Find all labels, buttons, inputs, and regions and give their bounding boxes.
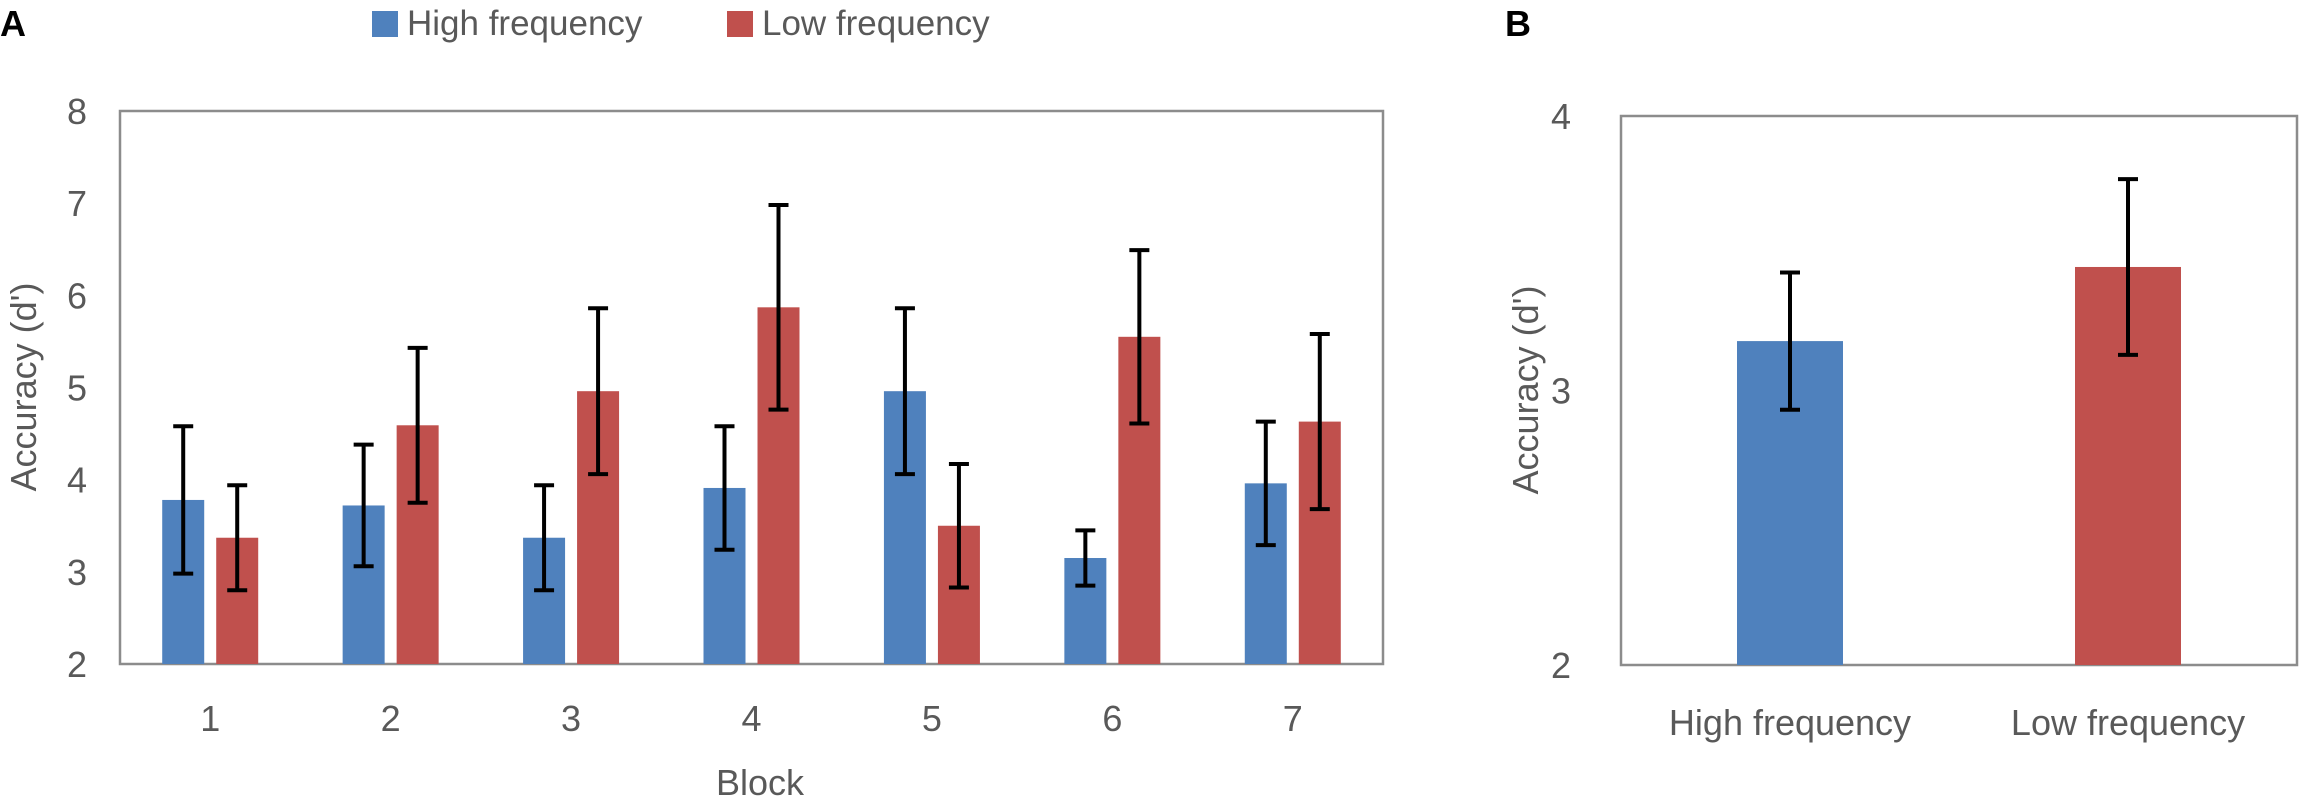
chart-a-error-bar-low (948, 461, 969, 590)
chart-b-error-bar-low (2118, 177, 2138, 357)
chart-a-y-tick-label: 2 (67, 644, 87, 685)
chart-a-y-axis-title: Accuracy (d') (3, 283, 44, 492)
chart-b-y-tick-label: 4 (1551, 96, 1571, 137)
panel-label-b: B (1505, 3, 1531, 44)
legend-swatch-low (727, 11, 753, 37)
chart-b-error-bar-high (1780, 270, 1800, 412)
chart-b-x-tick-label: Low frequency (2011, 702, 2245, 743)
chart-a-x-tick-label: 6 (1102, 698, 1122, 739)
chart-a-x-tick-label: 2 (381, 698, 401, 739)
chart-a-y-tick-label: 7 (67, 183, 87, 224)
chart-a-error-bar-low (768, 203, 789, 412)
chart-a-x-tick-label: 5 (922, 698, 942, 739)
chart-a-y-tick-label: 8 (67, 91, 87, 132)
chart-a-plot-area (118, 109, 1385, 666)
chart-a-y-tick-label: 4 (67, 460, 87, 501)
chart-b-plot-area (1619, 114, 2299, 667)
legend-label-high: High frequency (407, 4, 643, 43)
chart-a-error-bar-high (714, 424, 735, 552)
chart-a-y-tick-label: 5 (67, 368, 87, 409)
chart-a-error-bar-low (407, 345, 428, 505)
chart-a-error-bar-high (534, 483, 555, 593)
legend: High frequency Low frequency (372, 4, 990, 43)
chart-b-y-axis-title: Accuracy (d') (1505, 286, 1546, 495)
chart-a-error-bar-high (1075, 528, 1096, 588)
chart-b-y-tick-label: 2 (1551, 645, 1571, 686)
chart-a-y-tick-label: 3 (67, 552, 87, 593)
chart-a-x-tick-label: 3 (561, 698, 581, 739)
chart-b-y-tick-label: 3 (1551, 371, 1571, 412)
panel-label-a: A (0, 3, 26, 44)
chart-a-error-bar-high (1255, 419, 1276, 548)
legend-label-low: Low frequency (762, 4, 990, 43)
chart-a-error-bar-low (1309, 332, 1330, 512)
chart-a-x-tick-label: 7 (1283, 698, 1303, 739)
chart-a-error-bar-high (173, 424, 194, 576)
chart-b: Accuracy (d') 2 3 4 High frequency Low frequ… (1505, 96, 2299, 743)
chart-a-x-axis-title: Block (716, 762, 805, 801)
chart-a-x-tick-label: 1 (200, 698, 220, 739)
chart-a: Accuracy (d') Block 2 3 4 5 6 7 8 1 2 3 4 5 6 7 (3, 91, 1385, 801)
chart-a-error-bar-low (588, 306, 609, 477)
chart-b-x-tick-label: High frequency (1669, 702, 1911, 743)
legend-swatch-high (372, 11, 398, 37)
chart-a-error-bar-high (894, 306, 915, 477)
chart-a-error-bar-high (353, 442, 374, 569)
chart-a-error-bar-low (1129, 248, 1150, 426)
chart-a-y-tick-label: 6 (67, 275, 87, 316)
chart-a-x-tick-label: 4 (741, 698, 761, 739)
chart-a-error-bar-low (227, 483, 248, 593)
